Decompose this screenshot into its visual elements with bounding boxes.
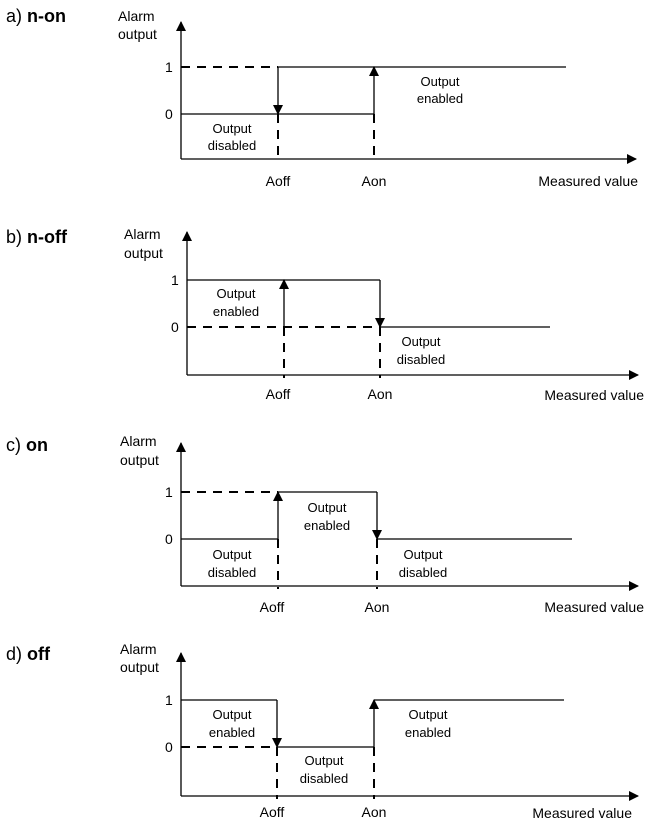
panel-a: a) n-on Alarm output 1 0 Aoff Aon Measur… xyxy=(6,6,638,189)
svg-text:enabled: enabled xyxy=(417,91,463,106)
tick-0-label: 0 xyxy=(171,319,179,335)
svg-text:disabled: disabled xyxy=(397,352,445,367)
panel-b-title: b) n-off xyxy=(6,227,68,247)
y-axis-label-line2: output xyxy=(120,659,159,675)
aoff-label: Aoff xyxy=(266,173,291,189)
svg-text:Output: Output xyxy=(420,74,459,89)
svg-text:enabled: enabled xyxy=(209,725,255,740)
svg-text:enabled: enabled xyxy=(213,304,259,319)
svg-text:enabled: enabled xyxy=(405,725,451,740)
x-axis-label: Measured value xyxy=(532,805,632,821)
note-output-disabled: Output disabled xyxy=(399,547,447,580)
panel-a-title: a) n-on xyxy=(6,6,66,26)
svg-text:Output: Output xyxy=(403,547,442,562)
y-axis-label-line2: output xyxy=(124,245,163,261)
note-output-enabled: Output enabled xyxy=(417,74,463,106)
svg-text:disabled: disabled xyxy=(208,138,256,153)
svg-text:disabled: disabled xyxy=(208,565,256,580)
tick-1-label: 1 xyxy=(165,484,173,500)
tick-0-label: 0 xyxy=(165,531,173,547)
y-axis-label-line2: output xyxy=(118,26,157,42)
tick-0-label: 0 xyxy=(165,739,173,755)
panel-c: c) on Alarm output 1 0 Aoff Aon Measured… xyxy=(6,433,644,615)
svg-text:Output: Output xyxy=(401,334,440,349)
note-output-enabled: Output enabled xyxy=(304,500,350,533)
x-axis-label: Measured value xyxy=(544,599,644,615)
note-output-disabled: Output disabled xyxy=(208,547,256,580)
svg-text:Output: Output xyxy=(216,286,255,301)
x-axis-label: Measured value xyxy=(544,387,644,403)
note-output-disabled: Output disabled xyxy=(300,753,348,786)
aon-label: Aon xyxy=(362,173,387,189)
aoff-label: Aoff xyxy=(266,386,291,402)
tick-1-label: 1 xyxy=(165,59,173,75)
panel-d: d) off Alarm output 1 0 Aoff Aon Measure… xyxy=(6,641,639,821)
note-output-enabled: Output enabled xyxy=(209,707,255,740)
x-axis-label: Measured value xyxy=(538,173,638,189)
svg-text:enabled: enabled xyxy=(304,518,350,533)
panel-b: b) n-off Alarm output 1 0 Aoff Aon Measu… xyxy=(6,226,644,403)
y-axis-label-line1: Alarm xyxy=(120,641,157,657)
note-output-disabled: Output disabled xyxy=(397,334,445,367)
panel-d-title: d) off xyxy=(6,644,51,664)
y-axis-label-line1: Alarm xyxy=(124,226,161,242)
aon-label: Aon xyxy=(368,386,393,402)
svg-text:Output: Output xyxy=(212,547,251,562)
tick-0-label: 0 xyxy=(165,106,173,122)
svg-text:Output: Output xyxy=(304,753,343,768)
svg-text:disabled: disabled xyxy=(399,565,447,580)
tick-1-label: 1 xyxy=(171,272,179,288)
svg-text:disabled: disabled xyxy=(300,771,348,786)
svg-text:Output: Output xyxy=(212,121,251,136)
note-output-enabled: Output enabled xyxy=(405,707,451,740)
svg-text:Output: Output xyxy=(212,707,251,722)
svg-text:Output: Output xyxy=(307,500,346,515)
y-axis-label-line2: output xyxy=(120,452,159,468)
aoff-label: Aoff xyxy=(260,804,285,820)
note-output-enabled: Output enabled xyxy=(213,286,259,319)
svg-text:Output: Output xyxy=(408,707,447,722)
y-axis-label-line1: Alarm xyxy=(118,8,155,24)
panel-c-title: c) on xyxy=(6,435,48,455)
tick-1-label: 1 xyxy=(165,692,173,708)
aon-label: Aon xyxy=(362,804,387,820)
note-output-disabled: Output disabled xyxy=(208,121,256,153)
y-axis-label-line1: Alarm xyxy=(120,433,157,449)
aoff-label: Aoff xyxy=(260,599,285,615)
aon-label: Aon xyxy=(365,599,390,615)
